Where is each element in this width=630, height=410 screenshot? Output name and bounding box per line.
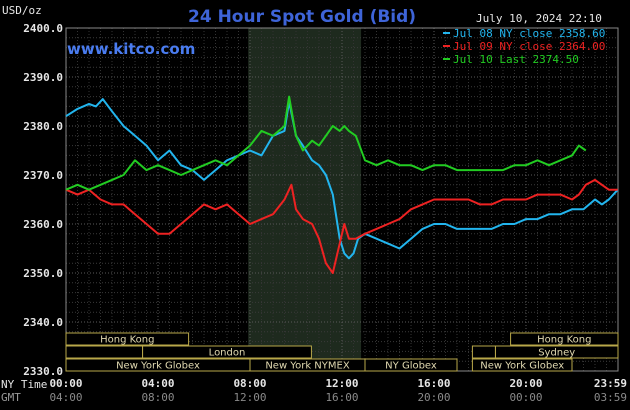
session-box [65,345,144,359]
chart-title: 24 Hour Spot Gold (Bid) [188,7,416,27]
session-box [471,345,496,359]
session-label: New York Globex [116,361,200,372]
series-line [65,178,618,274]
x-tick-label-ny: 20:00 [509,377,542,390]
y-tick-label: 2350.0 [23,267,63,280]
y-tick-label: 2380.0 [23,120,63,133]
y-tick-label: 2360.0 [23,218,63,231]
x-tick-label-ny: 23:59 [594,377,627,390]
nymex-highlight-band [248,28,362,371]
y-tick-label: 2390.0 [23,71,63,84]
x-tick-label-gmt: 04:00 [49,391,82,404]
timestamp: July 10, 2024 22:10 [476,12,602,25]
legend-entry: Jul 09 NY close 2364.00 [453,40,605,53]
session-box [471,358,573,372]
x-tick-label-gmt: 03:59 [594,391,627,404]
x-tick-label-gmt: 00:00 [509,391,542,404]
market-sessions: Hong Kong London New York Globex New York N… [65,332,619,372]
x-tick-label-gmt: 08:00 [141,391,174,404]
session-label: Hong Kong [537,335,591,346]
y-tick-labels: 2400.0 2390.0 2380.0 2370.0 2360.0 2350.0 2340… [23,22,63,378]
y-axis-label: USD/oz [2,4,42,17]
brand-link[interactable]: www.kitco.com [67,40,195,58]
session-box [510,332,619,346]
x-tick-label-gmt: 12:00 [233,391,266,404]
series-line [65,95,587,191]
session-box [65,332,190,346]
x-tick-label-ny: 16:00 [417,377,450,390]
y-tick-label: 2340.0 [23,316,63,329]
x-tick-label-ny: 04:00 [141,377,174,390]
x-tick-labels: 00:00 04:00 08:00 12:00 16:00 20:00 23:5904:00… [49,377,627,404]
x-tick-label-gmt: 16:00 [325,391,358,404]
session-label: New York NYMEX [265,361,350,372]
x-tick-label-ny: 08:00 [233,377,266,390]
session-label: New York Globex [480,361,564,372]
session-box [364,358,458,372]
x-tick-label-ny: 00:00 [49,377,82,390]
y-tick-label: 2330.0 [23,365,63,378]
y-tick-label: 2370.0 [23,169,63,182]
session-label: Sydney [538,348,575,359]
session-box [142,345,312,359]
session-label: London [209,348,246,359]
x-axis-label-ny: NY Time [1,378,47,391]
legend-entry: Jul 08 NY close 2358.60 [453,27,605,40]
session-label: NY Globex [385,361,437,372]
series-line [65,98,619,260]
x-tick-label-gmt: 20:00 [417,391,450,404]
x-axis-label-gmt: GMT [1,391,21,404]
legend-entry: Jul 10 Last 2374.50 [453,53,579,66]
x-tick-label-ny: 12:00 [325,377,358,390]
session-label: Hong Kong [100,335,154,346]
price-series [65,95,619,274]
y-tick-label: 2400.0 [23,22,63,35]
